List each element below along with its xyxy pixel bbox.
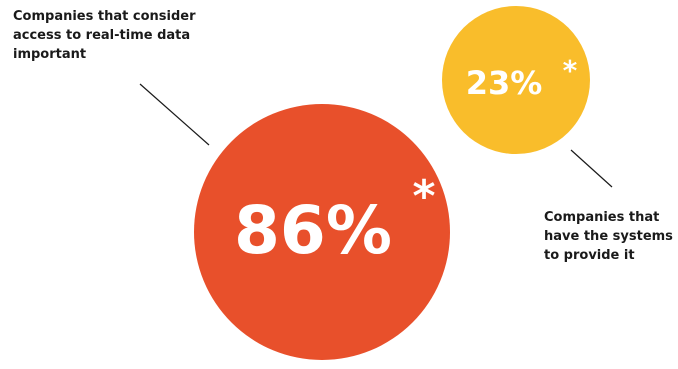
caption-large-line-1: Companies that consider	[13, 9, 196, 24]
leader-line-large	[139, 83, 210, 146]
bubble-small-marker: *	[563, 54, 578, 87]
bubble-small	[442, 6, 590, 154]
caption-large-line-3: important	[13, 47, 87, 62]
bubble-large	[194, 104, 450, 360]
caption-small-line-3: to provide it	[544, 248, 635, 263]
leader-line-small	[570, 149, 613, 188]
caption-small-line-2: have the systems	[544, 229, 673, 244]
caption-small: Companies that have the systems to provi…	[544, 208, 678, 265]
caption-large-line-2: access to real-time data	[13, 28, 191, 43]
caption-small-line-1: Companies that	[544, 210, 660, 225]
bubble-large-value: 86%	[234, 192, 392, 269]
caption-large: Companies that consider access to real-t…	[13, 7, 213, 64]
bubble-large-marker: *	[412, 171, 435, 222]
bubble-small-value: 23%	[466, 64, 543, 102]
